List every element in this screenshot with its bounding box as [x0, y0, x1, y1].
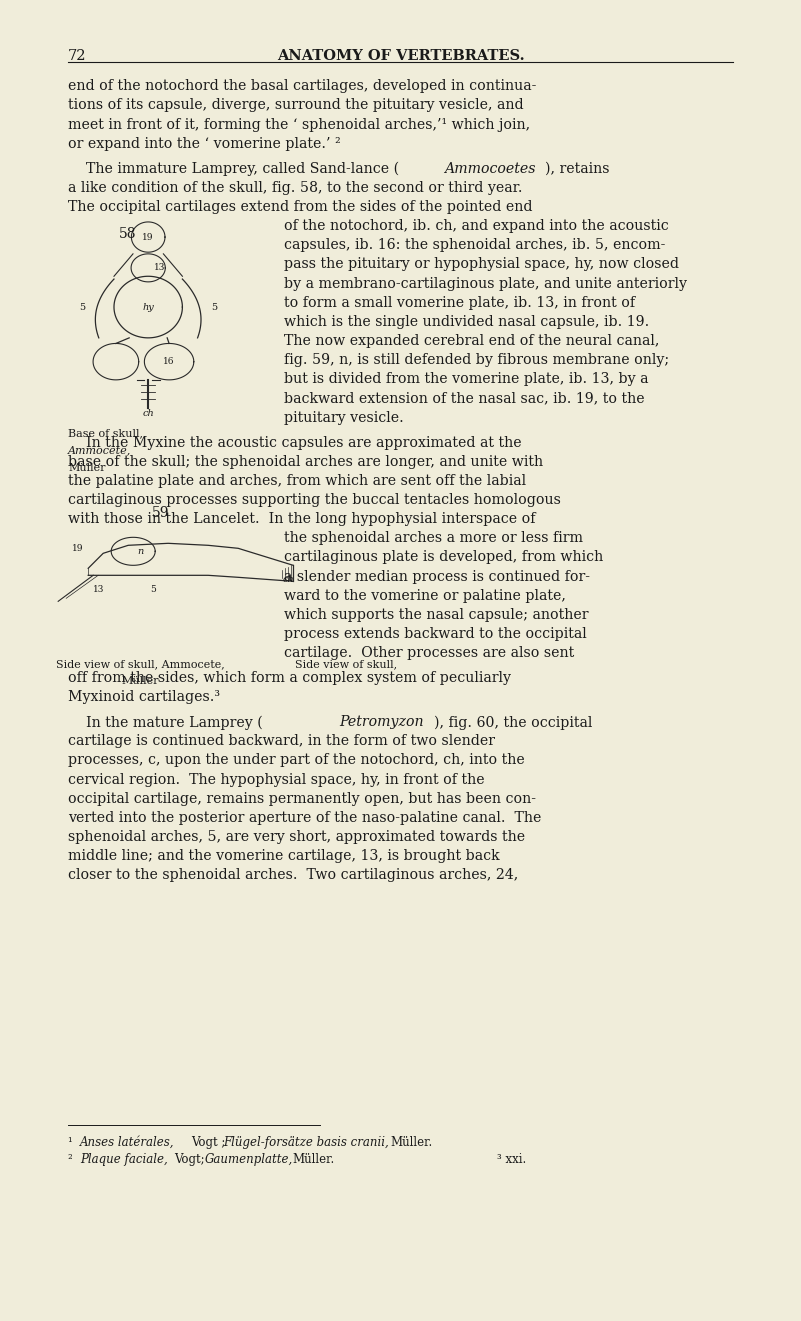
Text: Müller: Müller — [68, 462, 106, 473]
Text: The occipital cartilages extend from the sides of the pointed end: The occipital cartilages extend from the… — [68, 199, 533, 214]
Text: Plaque faciale,: Plaque faciale, — [80, 1153, 168, 1166]
Text: backward extension of the nasal sac, ib. 19, to the: backward extension of the nasal sac, ib.… — [284, 391, 645, 406]
Text: cartilaginous processes supporting the buccal tentacles homologous: cartilaginous processes supporting the b… — [68, 493, 561, 507]
Text: base of the skull; the sphenoidal arches are longer, and unite with: base of the skull; the sphenoidal arches… — [68, 454, 543, 469]
Text: Myxinoid cartilages.³: Myxinoid cartilages.³ — [68, 691, 220, 704]
Text: occipital cartilage, remains permanently open, but has been con-: occipital cartilage, remains permanently… — [68, 791, 536, 806]
Text: ANATOMY OF VERTEBRATES.: ANATOMY OF VERTEBRATES. — [276, 49, 525, 63]
Text: Side view of skull,: Side view of skull, — [295, 659, 400, 670]
Text: cartilage.  Other processes are also sent: cartilage. Other processes are also sent — [284, 646, 574, 660]
Text: processes, c, upon the under part of the notochord, ch, into the: processes, c, upon the under part of the… — [68, 753, 525, 768]
Text: In the Myxine the acoustic capsules are approximated at the: In the Myxine the acoustic capsules are … — [68, 436, 521, 449]
Text: a like condition of the skull, fig. 58, to the second or third year.: a like condition of the skull, fig. 58, … — [68, 181, 522, 194]
Text: 5: 5 — [151, 585, 156, 594]
Text: closer to the sphenoidal arches.  Two cartilaginous arches, 24,: closer to the sphenoidal arches. Two car… — [68, 868, 518, 882]
Text: Ammocete,: Ammocete, — [68, 445, 131, 456]
Text: cartilage is continued backward, in the form of two slender: cartilage is continued backward, in the … — [68, 734, 495, 748]
Text: 58: 58 — [119, 227, 136, 242]
Text: ), fig. 60, the occipital: ), fig. 60, the occipital — [434, 715, 593, 729]
Text: by a membrano-cartilaginous plate, and unite anteriorly: by a membrano-cartilaginous plate, and u… — [284, 276, 687, 291]
Text: Side view of skull, Ammocete,: Side view of skull, Ammocete, — [56, 659, 224, 670]
Text: or expand into the ‘ vomerine plate.’ ²: or expand into the ‘ vomerine plate.’ ² — [68, 136, 341, 151]
Text: ch: ch — [282, 576, 294, 584]
Text: ²: ² — [68, 1153, 77, 1166]
Text: Müller: Müller — [122, 676, 159, 687]
Text: middle line; and the vomerine cartilage, 13, is brought back: middle line; and the vomerine cartilage,… — [68, 849, 500, 863]
Text: ³ xxi.: ³ xxi. — [497, 1153, 526, 1166]
Text: cervical region.  The hypophysial space, hy, in front of the: cervical region. The hypophysial space, … — [68, 773, 485, 786]
Text: verted into the posterior aperture of the naso-palatine canal.  The: verted into the posterior aperture of th… — [68, 811, 541, 824]
Text: off from the sides, which form a complex system of peculiarly: off from the sides, which form a complex… — [68, 671, 511, 686]
Text: to form a small vomerine plate, ib. 13, in front of: to form a small vomerine plate, ib. 13, … — [284, 296, 635, 309]
Text: fig. 59, n, is still defended by fibrous membrane only;: fig. 59, n, is still defended by fibrous… — [284, 353, 670, 367]
Text: the sphenoidal arches a more or less firm: the sphenoidal arches a more or less fir… — [284, 531, 583, 546]
Text: 13: 13 — [154, 263, 165, 272]
Text: Anses latérales,: Anses latérales, — [80, 1136, 179, 1149]
Text: 13: 13 — [92, 585, 104, 594]
Text: 59: 59 — [151, 506, 169, 520]
Text: Müller.: Müller. — [292, 1153, 335, 1166]
Text: hy: hy — [143, 303, 154, 312]
Text: Gaumenplatte,: Gaumenplatte, — [204, 1153, 292, 1166]
Text: Müller.: Müller. — [391, 1136, 433, 1149]
Text: which supports the nasal capsule; another: which supports the nasal capsule; anothe… — [284, 608, 589, 622]
Text: sphenoidal arches, 5, are very short, approximated towards the: sphenoidal arches, 5, are very short, ap… — [68, 830, 525, 844]
Text: Flügel-forsätze basis cranii,: Flügel-forsätze basis cranii, — [223, 1136, 388, 1149]
Text: pass the pituitary or hypophysial space, hy, now closed: pass the pituitary or hypophysial space,… — [284, 258, 679, 271]
Text: 19: 19 — [71, 544, 83, 552]
Text: Vogt;: Vogt; — [174, 1153, 204, 1166]
Text: Ammocoetes: Ammocoetes — [445, 161, 536, 176]
Text: 72: 72 — [68, 49, 87, 63]
Text: Vogt ;: Vogt ; — [191, 1136, 225, 1149]
Text: a slender median process is continued for-: a slender median process is continued fo… — [284, 569, 590, 584]
Text: tions of its capsule, diverge, surround the pituitary vesicle, and: tions of its capsule, diverge, surround … — [68, 99, 524, 112]
Text: 5: 5 — [79, 303, 86, 312]
Text: 19: 19 — [143, 232, 154, 242]
Text: The now expanded cerebral end of the neural canal,: The now expanded cerebral end of the neu… — [284, 334, 660, 347]
Text: Base of skull,: Base of skull, — [68, 428, 143, 439]
Text: ¹: ¹ — [68, 1136, 77, 1149]
Text: with those in the Lancelet.  In the long hypophysial interspace of: with those in the Lancelet. In the long … — [68, 513, 536, 526]
Text: the palatine plate and arches, from which are sent off the labial: the palatine plate and arches, from whic… — [68, 474, 526, 487]
Text: end of the notochord the basal cartilages, developed in continua-: end of the notochord the basal cartilage… — [68, 79, 537, 94]
Text: pituitary vesicle.: pituitary vesicle. — [284, 411, 405, 424]
Text: ward to the vomerine or palatine plate,: ward to the vomerine or palatine plate, — [284, 589, 566, 602]
Text: n: n — [137, 547, 143, 556]
Text: The immature Lamprey, called Sand-lance (: The immature Lamprey, called Sand-lance … — [68, 161, 399, 176]
Text: but is divided from the vomerine plate, ib. 13, by a: but is divided from the vomerine plate, … — [284, 373, 649, 386]
Text: process extends backward to the occipital: process extends backward to the occipita… — [284, 627, 587, 641]
Text: capsules, ib. 16: the sphenoidal arches, ib. 5, encom-: capsules, ib. 16: the sphenoidal arches,… — [284, 238, 666, 252]
Text: cartilaginous plate is developed, from which: cartilaginous plate is developed, from w… — [284, 551, 604, 564]
Text: which is the single undivided nasal capsule, ib. 19.: which is the single undivided nasal caps… — [284, 314, 650, 329]
Text: ch: ch — [143, 410, 154, 419]
Text: meet in front of it, forming the ‘ sphenoidal arches,’¹ which join,: meet in front of it, forming the ‘ sphen… — [68, 118, 530, 132]
Text: of the notochord, ib. ch, and expand into the acoustic: of the notochord, ib. ch, and expand int… — [284, 219, 669, 232]
Text: 16: 16 — [163, 357, 175, 366]
Text: ), retains: ), retains — [545, 161, 610, 176]
Text: Petromyzon: Petromyzon — [340, 715, 425, 729]
Text: In the mature Lamprey (: In the mature Lamprey ( — [68, 715, 263, 729]
Text: 5: 5 — [211, 303, 217, 312]
